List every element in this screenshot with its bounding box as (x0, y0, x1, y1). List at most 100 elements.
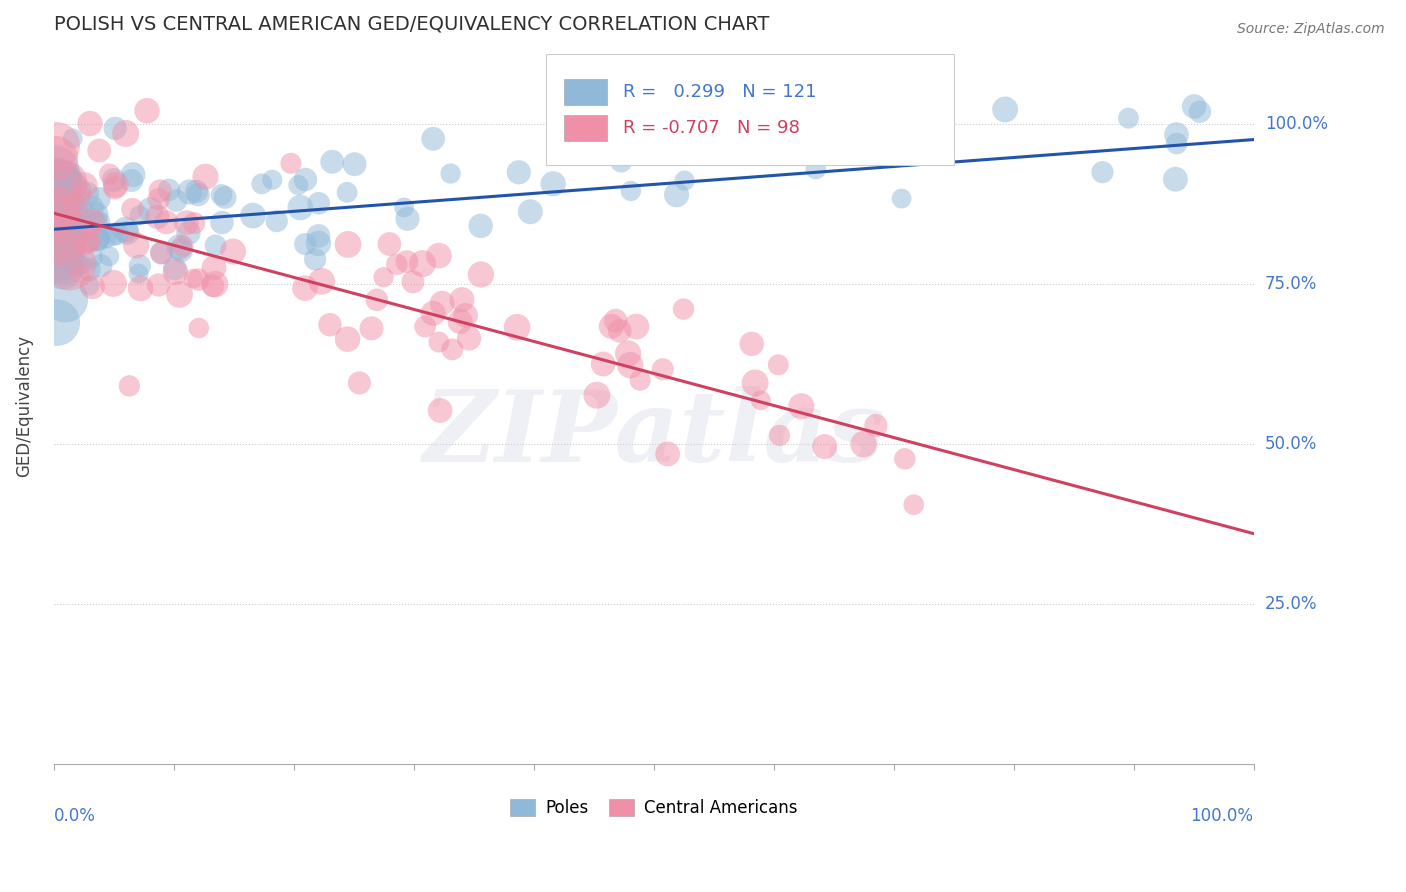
Point (1118, 111, 1140, 125)
Point (128, 208, 150, 222)
Point (592, 357, 614, 371)
Point (105, 227, 128, 241)
Point (183, 271, 205, 285)
Point (1166, 136, 1188, 151)
Text: 100.0%: 100.0% (1191, 807, 1254, 825)
Point (204, 277, 226, 292)
Point (65, 231, 87, 245)
Point (201, 278, 224, 293)
Point (86, 231, 108, 245)
Point (741, 337, 763, 351)
Point (1188, 104, 1211, 119)
FancyBboxPatch shape (564, 115, 607, 141)
Point (749, 393, 772, 408)
Point (104, 178, 127, 192)
Point (148, 278, 170, 293)
Point (69, 183, 91, 197)
Point (52, 253, 75, 268)
Point (470, 219, 492, 233)
Point (620, 184, 643, 198)
Point (94, 231, 117, 245)
Point (72, 203, 94, 218)
Point (87, 192, 110, 206)
Point (307, 236, 329, 251)
Point (458, 331, 481, 345)
Point (454, 309, 477, 323)
Point (290, 201, 312, 215)
FancyBboxPatch shape (564, 79, 607, 104)
Point (45, 212, 67, 227)
Point (80, 223, 103, 237)
Point (211, 187, 233, 202)
Point (155, 215, 177, 229)
Point (58, 220, 80, 235)
Point (657, 142, 679, 156)
Point (1166, 128, 1188, 142)
Point (768, 428, 790, 442)
Point (118, 379, 141, 393)
Point (449, 314, 471, 328)
Point (70, 218, 93, 232)
Point (69, 265, 91, 279)
Point (150, 245, 173, 260)
FancyBboxPatch shape (546, 54, 953, 165)
Point (79, 235, 101, 249)
Point (86, 232, 108, 246)
Point (214, 190, 236, 204)
Point (266, 214, 288, 228)
Point (1182, 99, 1205, 113)
Point (519, 204, 541, 219)
Point (373, 270, 395, 285)
Point (672, 302, 695, 317)
Point (470, 268, 492, 282)
Text: 100.0%: 100.0% (1265, 114, 1327, 133)
Point (242, 209, 264, 223)
Point (744, 376, 766, 390)
Point (396, 211, 419, 226)
Point (128, 267, 150, 281)
Point (508, 165, 530, 179)
Point (605, 313, 627, 327)
Point (70, 258, 93, 272)
Point (186, 185, 208, 199)
Point (586, 388, 609, 402)
Point (52, 254, 75, 268)
Point (865, 418, 887, 433)
Point (294, 172, 316, 186)
Point (114, 222, 136, 236)
Point (187, 321, 209, 335)
Point (129, 281, 152, 295)
Point (53, 293, 76, 307)
Point (98, 167, 121, 181)
Point (53, 242, 76, 256)
Point (65, 220, 87, 235)
Point (187, 272, 209, 286)
Point (814, 440, 837, 454)
Point (52, 172, 75, 186)
Point (628, 373, 651, 387)
Point (304, 252, 326, 267)
Point (183, 216, 205, 230)
Point (148, 192, 170, 206)
Point (427, 249, 450, 263)
Point (101, 228, 124, 243)
Point (555, 147, 578, 161)
Point (287, 178, 309, 193)
Point (1091, 165, 1114, 179)
Point (176, 216, 198, 230)
Point (165, 265, 187, 279)
Point (222, 244, 245, 259)
Point (63, 199, 86, 213)
Point (262, 173, 284, 187)
Point (121, 173, 143, 187)
Point (136, 103, 159, 118)
Point (86, 207, 108, 221)
Point (70, 188, 93, 202)
Point (80, 201, 103, 215)
Point (76, 187, 98, 202)
Text: Source: ZipAtlas.com: Source: ZipAtlas.com (1237, 22, 1385, 37)
Point (51, 177, 73, 191)
Legend: Poles, Central Americans: Poles, Central Americans (503, 793, 804, 824)
Point (59, 244, 82, 259)
Point (103, 173, 125, 187)
